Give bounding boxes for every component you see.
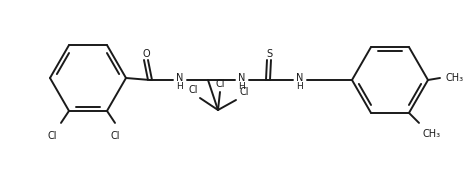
- Text: CH₃: CH₃: [446, 73, 464, 83]
- Text: Cl: Cl: [110, 131, 120, 141]
- Text: S: S: [266, 49, 272, 59]
- Text: Cl: Cl: [47, 131, 57, 141]
- Text: H: H: [176, 82, 183, 90]
- Text: H: H: [239, 82, 245, 90]
- Text: N: N: [176, 73, 183, 83]
- Text: N: N: [238, 73, 246, 83]
- Text: CH₃: CH₃: [423, 129, 441, 139]
- Text: H: H: [297, 82, 303, 90]
- Text: N: N: [296, 73, 304, 83]
- Text: Cl: Cl: [240, 87, 249, 97]
- Text: O: O: [142, 49, 150, 59]
- Text: Cl: Cl: [189, 85, 198, 95]
- Text: Cl: Cl: [215, 79, 225, 89]
